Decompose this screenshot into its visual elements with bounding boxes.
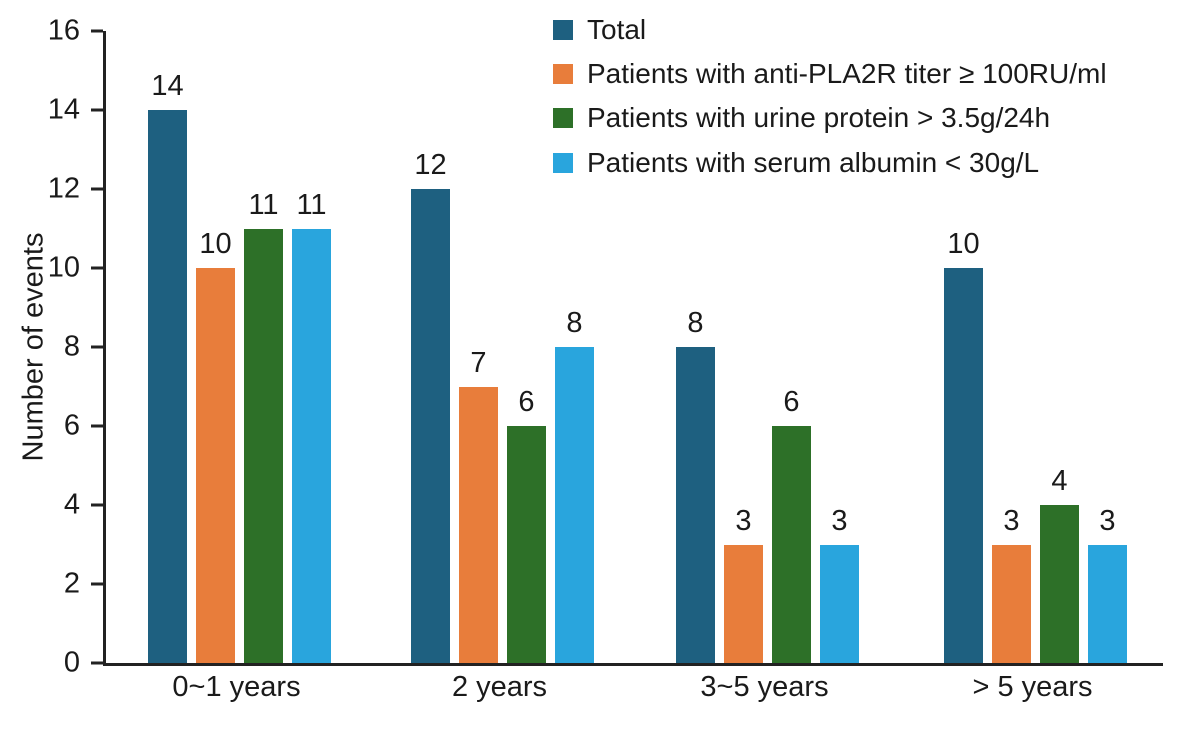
bar xyxy=(244,228,283,663)
bar-slot: 3 xyxy=(992,31,1031,663)
legend-swatch xyxy=(553,108,573,129)
legend-swatch xyxy=(553,64,573,85)
x-axis-label: 2 years xyxy=(451,671,548,703)
bar-group: 12 7 6 8 xyxy=(411,31,594,663)
bar-value-label: 7 xyxy=(470,346,487,379)
bar-group: 10 3 4 3 xyxy=(944,31,1127,663)
legend-item: Patients with urine protein > 3.5g/24h xyxy=(553,102,1107,134)
bar-slot: 8 xyxy=(555,31,594,663)
y-axis-tick-label: 12 xyxy=(47,172,80,205)
y-axis-tick xyxy=(91,424,103,428)
bar-value-label: 14 xyxy=(151,70,184,102)
legend-label: Patients with serum albumin < 30g/L xyxy=(587,146,1040,178)
bar-value-label: 3 xyxy=(831,504,848,537)
bar-slot: 10 xyxy=(944,31,983,663)
legend-label: Patients with anti-PLA2R titer ≥ 100RU/m… xyxy=(587,58,1107,90)
y-axis-tick-label: 8 xyxy=(63,330,80,363)
bar xyxy=(772,426,811,663)
bar xyxy=(459,386,498,663)
bar-slot: 7 xyxy=(459,31,498,663)
y-axis-tick xyxy=(91,661,103,665)
y-axis-tick xyxy=(91,266,103,270)
bar-slot: 8 xyxy=(676,31,715,663)
legend-label: Patients with urine protein > 3.5g/24h xyxy=(587,102,1051,134)
bar-slot: 12 xyxy=(411,31,450,663)
y-axis-tick xyxy=(91,29,103,33)
x-axis-labels: 0~1 years 2 years 3~5 years > 5 years xyxy=(103,671,1160,712)
y-axis-tick-label: 14 xyxy=(47,93,80,126)
bar xyxy=(724,544,763,663)
x-axis-label: 3~5 years xyxy=(700,671,829,703)
bar xyxy=(555,347,594,663)
bar-value-label: 11 xyxy=(296,188,327,221)
y-axis-tick xyxy=(91,187,103,191)
legend-swatch xyxy=(553,20,573,40)
y-axis-tick xyxy=(91,503,103,507)
x-axis-label: 0~1 years xyxy=(172,671,301,703)
bar xyxy=(196,268,235,663)
bar-value-label: 3 xyxy=(1099,504,1116,537)
legend: Total Patients with anti-PLA2R titer ≥ 10… xyxy=(553,14,1107,191)
bar-slot: 14 xyxy=(148,31,187,663)
bar xyxy=(676,347,715,663)
bar xyxy=(292,228,331,663)
bar-slot: 6 xyxy=(772,31,811,663)
y-axis-tick-label: 0 xyxy=(63,646,80,679)
bar-value-label: 8 xyxy=(566,307,583,339)
bar xyxy=(1040,505,1079,663)
bar-value-label: 11 xyxy=(248,188,279,221)
bar-slot: 10 xyxy=(196,31,235,663)
plot-area: Number of events 0 2 4 6 8 10 12 14 16 14 10 11 11 12… xyxy=(18,16,1163,677)
y-axis-tick-label: 6 xyxy=(63,409,80,442)
y-axis-tick xyxy=(91,108,103,112)
bar-slot: 11 xyxy=(292,31,331,663)
bar-value-label: 8 xyxy=(687,307,704,339)
bar-slot: 3 xyxy=(1088,31,1127,663)
y-axis-tick xyxy=(91,582,103,586)
bar-slot: 6 xyxy=(507,31,546,663)
legend-label: Total xyxy=(587,14,647,45)
bar-value-label: 10 xyxy=(947,228,980,260)
bar-slot: 3 xyxy=(820,31,859,663)
bar xyxy=(411,189,450,663)
bar-slot: 11 xyxy=(244,31,283,663)
x-axis-label: > 5 years xyxy=(972,671,1093,703)
bar-value-label: 3 xyxy=(735,504,752,537)
bar-value-label: 12 xyxy=(414,149,447,181)
legend-item: Patients with serum albumin < 30g/L xyxy=(553,147,1107,179)
bar xyxy=(820,544,859,663)
y-axis-tick xyxy=(91,345,103,349)
legend-item: Total xyxy=(553,14,1107,46)
bar-value-label: 3 xyxy=(1003,504,1020,537)
bar-group: 14 10 11 11 xyxy=(148,31,331,663)
bar-slot: 3 xyxy=(724,31,763,663)
y-axis-tick-label: 2 xyxy=(63,567,80,600)
bar-value-label: 6 xyxy=(518,386,535,418)
y-axis-tick-label: 10 xyxy=(47,251,80,284)
bar xyxy=(148,110,187,663)
legend-swatch xyxy=(553,152,573,173)
bar xyxy=(944,268,983,663)
y-axis-tick-label: 4 xyxy=(63,488,80,521)
bar xyxy=(507,426,546,663)
bar-value-label: 6 xyxy=(783,386,800,418)
legend-item: Patients with anti-PLA2R titer ≥ 100RU/m… xyxy=(553,58,1107,90)
bar-value-label: 4 xyxy=(1051,465,1068,497)
bar-slot: 4 xyxy=(1040,31,1079,663)
bar-group: 8 3 6 3 xyxy=(676,31,859,663)
bar xyxy=(992,544,1031,663)
y-axis-tick-label: 16 xyxy=(47,14,80,47)
bar xyxy=(1088,544,1127,663)
bar-value-label: 10 xyxy=(199,228,232,260)
